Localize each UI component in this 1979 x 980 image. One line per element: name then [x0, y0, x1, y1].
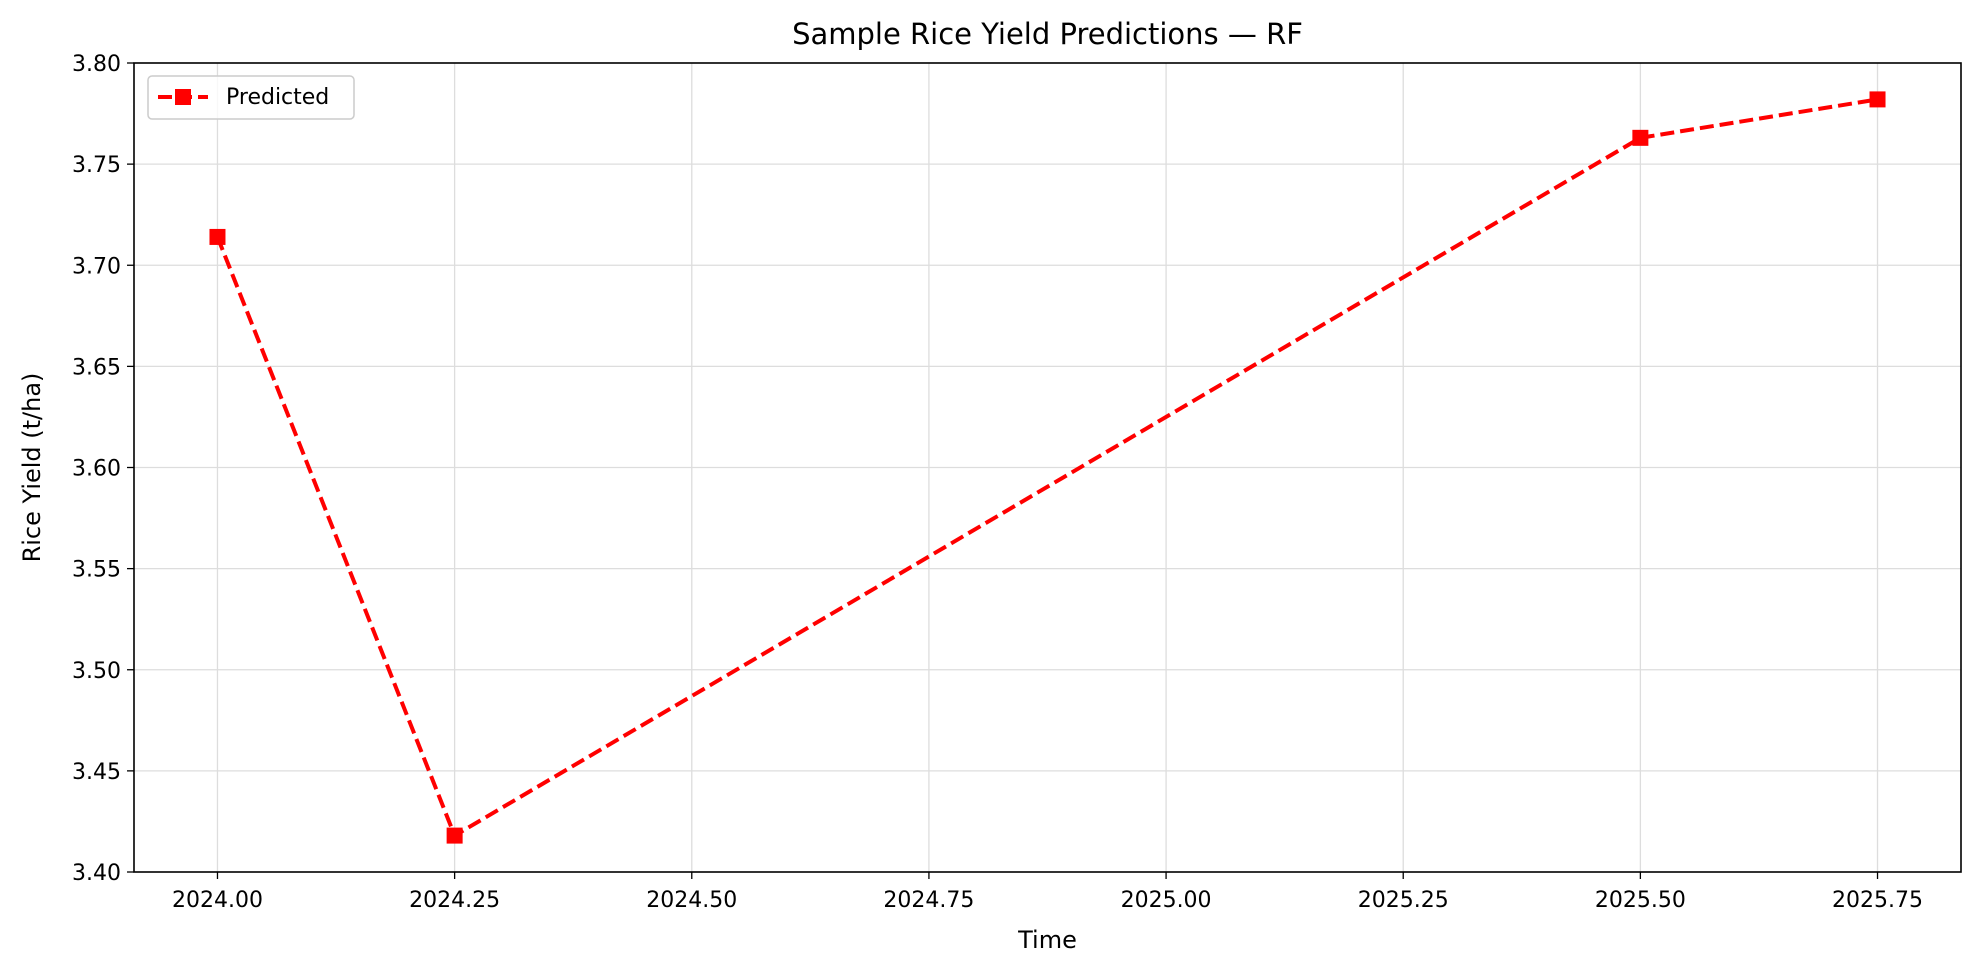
y-tick-label: 3.80	[72, 52, 121, 77]
y-tick-label: 3.75	[72, 153, 121, 178]
legend-marker-swatch	[175, 89, 191, 105]
x-axis-label: Time	[1017, 926, 1077, 954]
legend: Predicted	[147, 75, 355, 120]
x-tick-label: 2024.00	[172, 888, 263, 913]
y-tick-label: 3.55	[72, 558, 121, 583]
data-point-marker	[1869, 91, 1886, 108]
x-tick-label: 2025.25	[1358, 888, 1449, 913]
legend-box	[147, 75, 355, 120]
y-tick-label: 3.70	[72, 254, 121, 279]
y-tick-label: 3.40	[72, 861, 121, 886]
x-tick-label: 2024.50	[646, 888, 737, 913]
data-point-marker	[1632, 129, 1649, 146]
axis-ticks: 2024.00 2024.25 2024.50 2024.75 2025.00 2025.…	[72, 52, 1923, 913]
y-tick-label: 3.65	[72, 355, 121, 380]
y-tick-label: 3.45	[72, 760, 121, 785]
y-tick-label: 3.60	[72, 457, 121, 482]
x-tick-label: 2024.75	[883, 888, 974, 913]
series-layer	[209, 91, 1886, 844]
chart-title: Sample Rice Yield Predictions — RF	[792, 17, 1303, 51]
x-tick-label: 2025.00	[1121, 888, 1212, 913]
legend-label-predicted: Predicted	[226, 85, 329, 110]
grid	[134, 62, 1961, 873]
x-tick-label: 2024.25	[409, 888, 500, 913]
x-tick-label: 2025.50	[1595, 888, 1686, 913]
x-tick-label: 2025.75	[1832, 888, 1923, 913]
series-line-predicted	[215, 97, 1878, 838]
data-point-marker	[446, 827, 463, 844]
data-point-marker	[209, 228, 226, 245]
y-tick-label: 3.50	[72, 659, 121, 684]
y-axis-label: Rice Yield (t/ha)	[18, 373, 46, 563]
